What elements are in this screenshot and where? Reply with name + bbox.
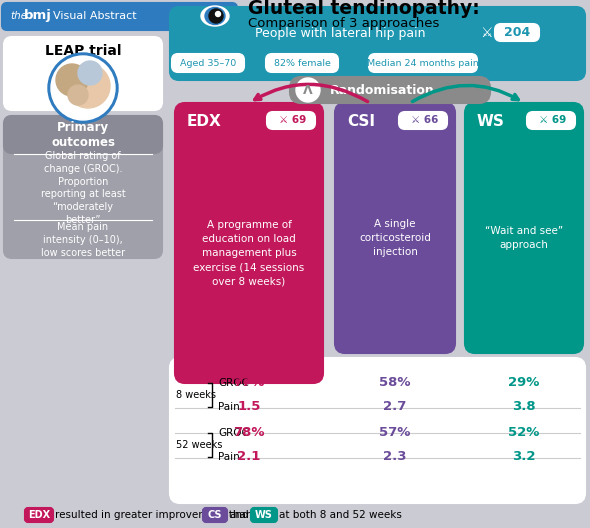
Text: LEAP trial: LEAP trial <box>45 44 122 58</box>
FancyBboxPatch shape <box>369 54 477 72</box>
Text: Median 24 months pain: Median 24 months pain <box>367 59 479 68</box>
Text: CS: CS <box>208 510 222 520</box>
Circle shape <box>48 53 118 123</box>
Text: Aged 35–70: Aged 35–70 <box>180 59 236 68</box>
FancyBboxPatch shape <box>465 103 583 353</box>
FancyBboxPatch shape <box>527 112 575 129</box>
FancyBboxPatch shape <box>170 7 585 80</box>
Text: Mean pain
intensity (0–10),
low scores better: Mean pain intensity (0–10), low scores b… <box>41 222 125 258</box>
Text: 57%: 57% <box>379 427 411 439</box>
Text: 2.7: 2.7 <box>384 401 407 413</box>
FancyBboxPatch shape <box>4 116 162 153</box>
Text: WS: WS <box>477 114 505 128</box>
FancyBboxPatch shape <box>335 103 455 353</box>
Text: the: the <box>10 11 27 21</box>
FancyBboxPatch shape <box>266 54 338 72</box>
FancyBboxPatch shape <box>4 116 162 258</box>
Text: EDX: EDX <box>28 510 50 520</box>
Text: 77%: 77% <box>233 376 265 390</box>
Text: ⚔: ⚔ <box>480 26 492 40</box>
Text: 3.8: 3.8 <box>512 401 536 413</box>
FancyBboxPatch shape <box>25 508 53 522</box>
Text: People with lateral hip pain: People with lateral hip pain <box>255 26 425 40</box>
Text: Λ: Λ <box>303 83 313 97</box>
Circle shape <box>51 56 115 120</box>
FancyBboxPatch shape <box>172 54 244 72</box>
Text: A single
corticosteroid
injection: A single corticosteroid injection <box>359 219 431 257</box>
Text: Primary
outcomes: Primary outcomes <box>51 120 115 149</box>
Text: 58%: 58% <box>379 376 411 390</box>
Text: ⚔ 66: ⚔ 66 <box>411 115 439 125</box>
Text: 52 weeks: 52 weeks <box>176 440 222 450</box>
FancyBboxPatch shape <box>170 358 585 503</box>
Text: GROC: GROC <box>218 378 249 388</box>
Circle shape <box>215 12 221 16</box>
Text: Comparison of 3 approaches: Comparison of 3 approaches <box>248 16 440 30</box>
Text: 82% female: 82% female <box>274 59 330 68</box>
Text: Global rating of
change (GROC).
Proportion
reporting at least
“moderately
better: Global rating of change (GROC). Proporti… <box>41 151 125 225</box>
Text: “Wait and see”
approach: “Wait and see” approach <box>485 226 563 250</box>
Text: 2.1: 2.1 <box>237 450 261 464</box>
Text: A programme of
education on load
management plus
exercise (14 sessions
over 8 we: A programme of education on load managem… <box>194 220 304 286</box>
Text: Randomisation: Randomisation <box>330 83 435 97</box>
FancyBboxPatch shape <box>2 3 237 30</box>
Circle shape <box>68 85 88 105</box>
FancyBboxPatch shape <box>399 112 447 129</box>
Text: Gluteal tendinopathy:: Gluteal tendinopathy: <box>248 0 480 18</box>
Text: ⚔ 69: ⚔ 69 <box>280 115 307 125</box>
Text: Pain: Pain <box>218 452 240 462</box>
Text: 3.2: 3.2 <box>512 450 536 464</box>
FancyBboxPatch shape <box>495 24 539 41</box>
Circle shape <box>56 64 88 96</box>
Text: EDX: EDX <box>187 114 222 128</box>
Text: 2.3: 2.3 <box>384 450 407 464</box>
Circle shape <box>66 64 110 108</box>
FancyBboxPatch shape <box>4 37 162 110</box>
Text: GROC: GROC <box>218 428 249 438</box>
Circle shape <box>296 78 320 102</box>
Text: Pain: Pain <box>218 402 240 412</box>
Text: bmj: bmj <box>24 10 52 23</box>
Text: 8 weeks: 8 weeks <box>176 390 216 400</box>
Text: 52%: 52% <box>509 427 540 439</box>
FancyBboxPatch shape <box>251 508 277 522</box>
Circle shape <box>209 9 223 23</box>
Text: 78%: 78% <box>233 427 265 439</box>
FancyBboxPatch shape <box>203 508 227 522</box>
Text: 29%: 29% <box>509 376 540 390</box>
FancyBboxPatch shape <box>290 77 490 103</box>
Text: and: and <box>229 510 248 520</box>
Text: ⚔ 69: ⚔ 69 <box>539 115 566 125</box>
Ellipse shape <box>201 6 229 26</box>
Text: CSI: CSI <box>347 114 375 128</box>
Text: 1.5: 1.5 <box>237 401 261 413</box>
Text: WS: WS <box>255 510 273 520</box>
FancyBboxPatch shape <box>175 103 323 383</box>
Text: at both 8 and 52 weeks: at both 8 and 52 weeks <box>279 510 402 520</box>
FancyBboxPatch shape <box>267 112 315 129</box>
Text: 204: 204 <box>504 26 530 40</box>
Text: resulted in greater improvement than: resulted in greater improvement than <box>55 510 253 520</box>
Text: Visual Abstract: Visual Abstract <box>46 11 137 21</box>
Circle shape <box>78 61 102 85</box>
Ellipse shape <box>205 7 225 24</box>
